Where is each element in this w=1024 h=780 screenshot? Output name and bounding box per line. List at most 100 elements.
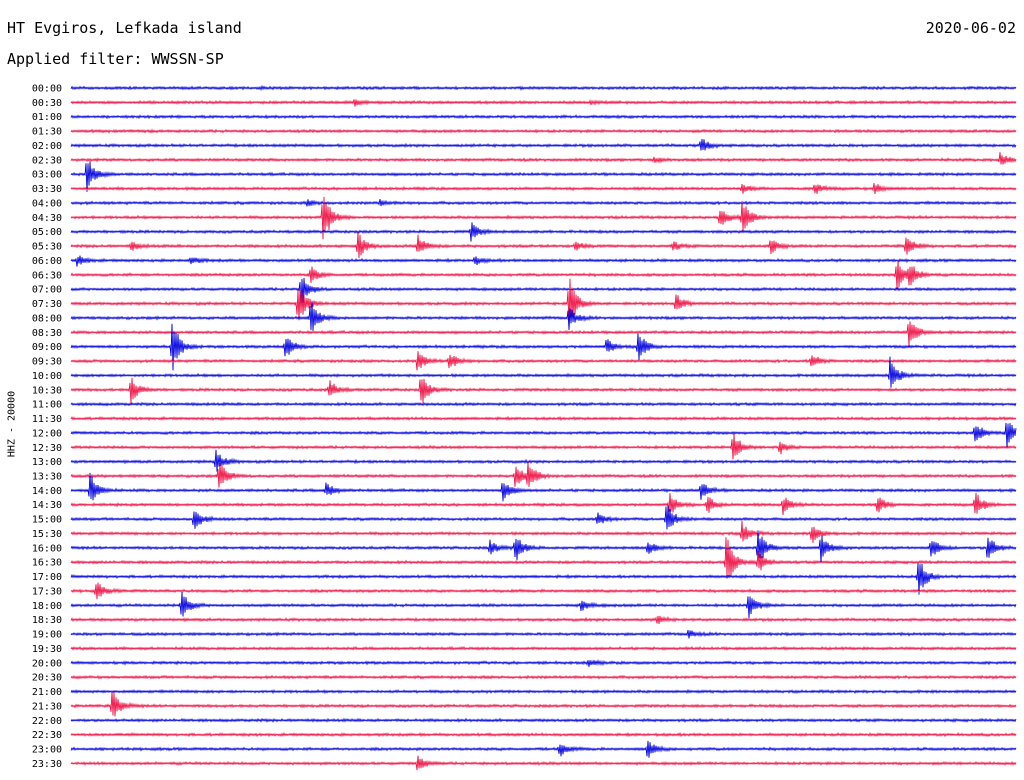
time-label-1300: 13:00 — [32, 457, 62, 468]
trace-0130 — [70, 128, 1017, 134]
trace-2300 — [70, 740, 1017, 758]
trace-1430 — [70, 492, 1017, 516]
time-label-1330: 13:30 — [32, 471, 62, 482]
time-label-2300: 23:00 — [32, 745, 62, 756]
trace-2000 — [70, 659, 1017, 667]
time-label-1800: 18:00 — [32, 601, 62, 612]
time-label-1730: 17:30 — [32, 586, 62, 597]
trace-0500 — [70, 222, 1017, 242]
trace-1230 — [70, 433, 1017, 460]
time-label-0130: 01:30 — [32, 127, 62, 138]
trace-0700 — [70, 277, 1017, 308]
trace-2100 — [70, 688, 1017, 695]
trace-2030 — [70, 674, 1017, 680]
trace-1730 — [70, 582, 1017, 600]
trace-1400 — [70, 472, 1017, 502]
filter-label: Applied filter: WWSSN-SP — [7, 50, 224, 68]
time-label-1100: 11:00 — [32, 400, 62, 411]
trace-1300 — [70, 449, 1017, 472]
trace-1330 — [70, 461, 1017, 488]
time-label-1530: 15:30 — [32, 529, 62, 540]
trace-0600 — [70, 255, 1017, 267]
trace-2230 — [70, 731, 1017, 738]
time-label-1200: 12:00 — [32, 428, 62, 439]
time-label-0500: 05:00 — [32, 227, 62, 238]
time-label-2330: 23:30 — [32, 759, 62, 770]
time-labels: 00:00 00:30 01:00 01:30 02:00 02:30 03:00 03:30… — [32, 84, 62, 770]
time-label-2230: 22:30 — [32, 730, 62, 741]
trace-1000 — [70, 356, 1017, 388]
time-label-1930: 19:30 — [32, 644, 62, 655]
time-label-1400: 14:00 — [32, 486, 62, 497]
trace-2200 — [70, 717, 1017, 723]
time-label-0900: 09:00 — [32, 342, 62, 353]
time-label-1430: 14:30 — [32, 500, 62, 511]
trace-0330 — [70, 182, 1017, 195]
time-label-1700: 17:00 — [32, 572, 62, 583]
trace-0000 — [70, 84, 1017, 92]
trace-1900 — [70, 630, 1017, 639]
time-label-1230: 12:30 — [32, 443, 62, 454]
time-label-0300: 03:00 — [32, 170, 62, 181]
time-label-0600: 06:00 — [32, 256, 62, 267]
time-label-2030: 20:30 — [32, 673, 62, 684]
traces — [70, 84, 1017, 771]
trace-0930 — [70, 351, 1017, 371]
trace-0030 — [70, 99, 1017, 107]
time-label-0030: 00:30 — [32, 98, 62, 109]
trace-1930 — [70, 645, 1017, 652]
time-label-1630: 16:30 — [32, 558, 62, 569]
time-label-0800: 08:00 — [32, 313, 62, 324]
station-title: HT Evgiros, Lefkada island — [7, 19, 242, 37]
trace-1130 — [70, 415, 1017, 422]
time-label-1500: 15:00 — [32, 515, 62, 526]
trace-0900 — [70, 323, 1017, 371]
trace-0530 — [70, 231, 1017, 259]
time-label-1000: 10:00 — [32, 371, 62, 382]
time-label-1600: 16:00 — [32, 543, 62, 554]
trace-0230 — [70, 152, 1017, 165]
trace-1600 — [70, 530, 1017, 564]
time-label-0630: 06:30 — [32, 270, 62, 281]
time-label-1030: 10:30 — [32, 385, 62, 396]
time-label-1130: 11:30 — [32, 414, 62, 425]
trace-0200 — [70, 138, 1017, 151]
time-label-0000: 00:00 — [32, 84, 62, 95]
trace-1530 — [70, 520, 1017, 543]
trace-1800 — [70, 591, 1017, 619]
trace-0800 — [70, 301, 1017, 331]
trace-1830 — [70, 615, 1017, 624]
time-label-1830: 18:30 — [32, 615, 62, 626]
date-label: 2020-06-02 — [925, 19, 1016, 37]
trace-0830 — [70, 321, 1017, 347]
trace-0630 — [70, 260, 1017, 290]
trace-0730 — [70, 278, 1017, 328]
time-label-0930: 09:30 — [32, 357, 62, 368]
trace-1500 — [70, 505, 1017, 530]
time-label-0430: 04:30 — [32, 213, 62, 224]
trace-1030 — [70, 377, 1017, 404]
time-label-1900: 19:00 — [32, 630, 62, 641]
time-label-0330: 03:30 — [32, 184, 62, 195]
time-label-0830: 08:30 — [32, 328, 62, 339]
time-label-0230: 02:30 — [32, 155, 62, 166]
time-label-0100: 01:00 — [32, 112, 62, 123]
trace-0100 — [70, 114, 1017, 120]
time-label-2000: 20:00 — [32, 658, 62, 669]
trace-2130 — [70, 690, 1017, 717]
time-label-0400: 04:00 — [32, 198, 62, 209]
trace-2330 — [70, 755, 1017, 771]
time-label-0730: 07:30 — [32, 299, 62, 310]
trace-1200 — [70, 422, 1017, 448]
time-label-2200: 22:00 — [32, 716, 62, 727]
trace-0400 — [70, 199, 1017, 207]
time-label-2100: 21:00 — [32, 687, 62, 698]
trace-1700 — [70, 563, 1017, 595]
trace-1630 — [70, 537, 1017, 577]
time-label-0530: 05:30 — [32, 242, 62, 253]
trace-0430 — [70, 196, 1017, 240]
trace-1100 — [70, 401, 1017, 407]
time-label-0200: 02:00 — [32, 141, 62, 152]
trace-0300 — [70, 161, 1017, 192]
